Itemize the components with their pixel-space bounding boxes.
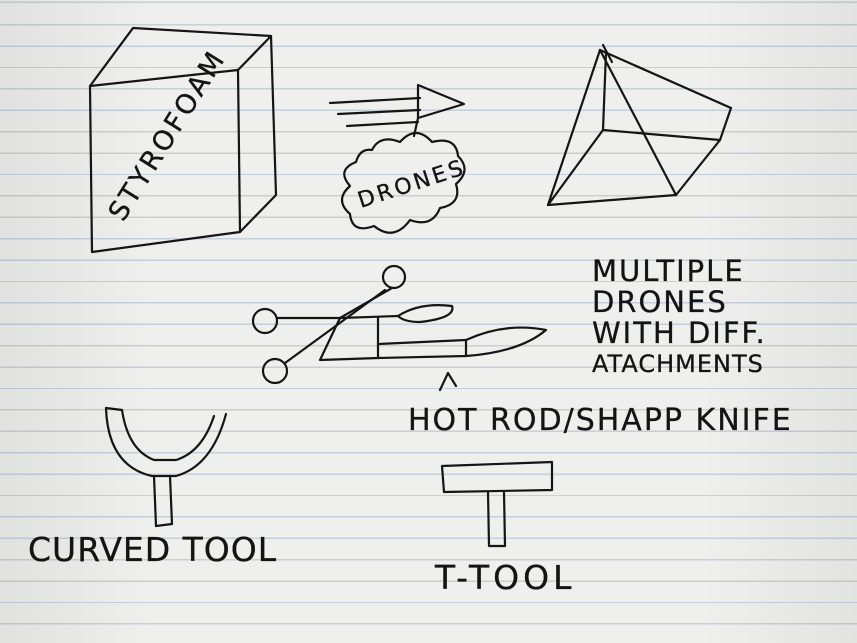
multiple-drones-note: MULTIPLE DRONES WITH DIFF. ATACHMENTS: [592, 254, 767, 380]
t-tool: [440, 460, 554, 548]
note-line: ATACHMENTS: [592, 350, 764, 378]
hot-rod-knife-label: HOT ROD/SHAPP KNIFE: [408, 403, 793, 438]
curved-tool: [104, 406, 228, 528]
drone-with-attachments: [251, 264, 548, 392]
note-line: MULTIPLE: [592, 254, 745, 288]
curved-tool-label: CURVED TOOL: [28, 530, 278, 569]
note-line: WITH DIFF.: [592, 316, 767, 350]
drones-cloud: [340, 131, 466, 234]
styrofoam-cube: [88, 26, 278, 254]
direction-arrow: [328, 83, 466, 138]
note-line: DRONES: [592, 285, 728, 319]
t-tool-label: T-TOOL: [435, 558, 576, 597]
pyramid: [546, 43, 733, 207]
